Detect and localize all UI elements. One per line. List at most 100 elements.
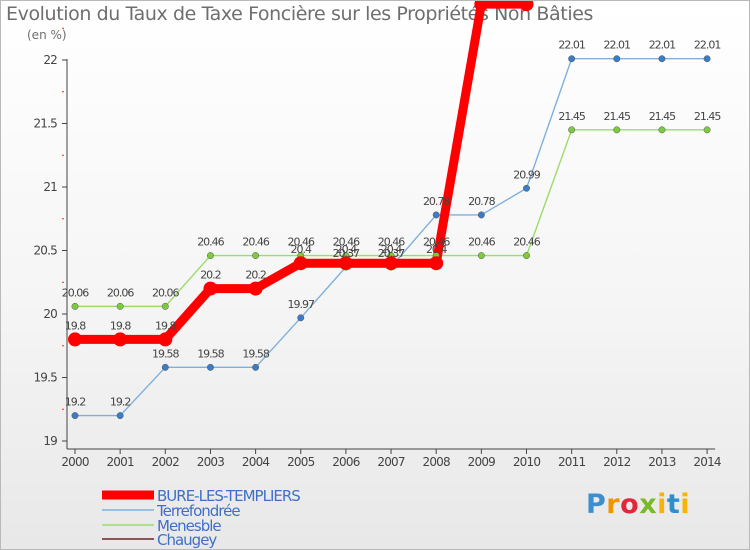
data-label: 20.99 [513, 168, 540, 181]
data-label: 22.01 [604, 39, 631, 52]
data-label: 20.06 [152, 286, 179, 299]
data-label: 20.4 [336, 243, 357, 256]
data-label: 21.45 [604, 110, 631, 123]
series-markers [68, 1, 711, 420]
data-point [477, 252, 485, 260]
x-tick-label: 2001 [106, 455, 134, 469]
data-point [161, 302, 169, 310]
data-label: 20.78 [468, 195, 495, 208]
data-point [477, 211, 485, 219]
data-point [116, 412, 124, 420]
legend-label: BURE-LES-TEMPLIERS [157, 487, 300, 505]
data-label: 19.2 [65, 396, 86, 409]
x-tick-label: 2007 [377, 455, 405, 469]
data-label: 20.4 [381, 243, 402, 256]
data-point [474, 1, 489, 12]
y-tick-label: 20.5 [33, 244, 57, 258]
data-labels: 22.5622.5622.5622.5622.5622.5622.5622.56… [62, 39, 723, 409]
data-point [519, 1, 534, 12]
data-point [523, 252, 530, 260]
x-tick-label: 2003 [197, 455, 225, 469]
data-label: 20.46 [423, 236, 450, 249]
data-point [158, 332, 173, 347]
y-tick-label: 21 [43, 180, 57, 194]
data-label: 20.06 [62, 286, 89, 299]
data-label: 21.45 [649, 110, 676, 123]
data-point [293, 256, 308, 271]
data-label: 22.01 [558, 39, 585, 52]
data-label: 20.46 [378, 236, 405, 249]
x-tick-label: 2002 [152, 455, 180, 469]
data-label: 20.46 [513, 236, 540, 249]
data-label: 19.58 [152, 347, 179, 360]
data-point [613, 55, 621, 63]
x-tick-label: 2008 [423, 455, 451, 469]
data-point [113, 332, 128, 347]
legend-label: Chaugey [157, 531, 217, 549]
data-point [568, 55, 576, 63]
data-point [116, 302, 124, 310]
x-tick-label: 2000 [61, 455, 89, 469]
data-point [658, 55, 666, 63]
data-point [658, 126, 666, 134]
x-tick-label: 2005 [287, 455, 315, 469]
data-point [523, 184, 530, 192]
data-label: 20.46 [288, 236, 315, 249]
y-tick-label: 19 [43, 434, 57, 448]
data-label: 19.58 [242, 347, 269, 360]
x-tick-label: 2013 [648, 455, 676, 469]
data-point [207, 363, 214, 371]
data-label: 20.06 [107, 286, 134, 299]
data-label: 22.01 [649, 39, 676, 52]
data-label: 20.37 [333, 247, 360, 260]
chart-unit-label: (en %) [27, 28, 67, 42]
data-label: 19.8 [65, 319, 86, 332]
data-label: 22.01 [694, 39, 721, 52]
data-point [71, 412, 79, 420]
y-tick-label: 19.5 [33, 371, 57, 385]
y-tick-label: 21.5 [33, 117, 57, 131]
data-label: 19.8 [110, 319, 131, 332]
data-point [613, 126, 621, 134]
data-label: 21.45 [694, 110, 721, 123]
x-tick-label: 2010 [513, 455, 541, 469]
data-point [252, 363, 260, 371]
data-label: 21.45 [558, 110, 585, 123]
y-tick-label: 22.5 [33, 1, 57, 4]
data-point [203, 281, 218, 296]
data-label: 20.2 [200, 269, 221, 282]
data-point [429, 256, 444, 271]
data-point [432, 211, 440, 219]
x-tick-label: 2014 [693, 455, 721, 469]
data-point [297, 314, 305, 322]
chart-title: Evolution du Taux de Taxe Foncière sur l… [6, 3, 594, 25]
data-label: 19.58 [197, 347, 224, 360]
data-point [207, 252, 214, 260]
data-label: 20.46 [197, 236, 224, 249]
x-tick-label: 2004 [242, 455, 270, 469]
y-tick-label: 20 [43, 307, 57, 321]
y-tick-label: 22 [43, 53, 57, 67]
legend-label: Terrefondrée [156, 502, 240, 520]
data-point [703, 55, 711, 63]
data-label: 20.4 [291, 243, 312, 256]
data-label: 19.97 [288, 298, 315, 311]
legend: BURE-LES-TEMPLIERSTerrefondréeMenesbleCh… [102, 487, 301, 549]
proxiti-logo: Proxiti [586, 489, 691, 520]
data-point [161, 363, 169, 371]
x-tick-label: 2006 [332, 455, 360, 469]
x-tick-label: 2009 [468, 455, 496, 469]
data-point [703, 126, 711, 134]
data-label: 19.2 [110, 396, 131, 409]
data-label: 20.78 [423, 195, 450, 208]
data-point [252, 252, 260, 260]
x-tick-label: 2012 [603, 455, 631, 469]
data-point [384, 256, 399, 271]
data-point [248, 281, 263, 296]
data-label: 20.46 [333, 236, 360, 249]
data-label: 20.4 [426, 243, 447, 256]
axes: 1919.52020.52121.52222.52323.52424.52520… [33, 1, 721, 469]
data-label: 20.37 [378, 247, 405, 260]
